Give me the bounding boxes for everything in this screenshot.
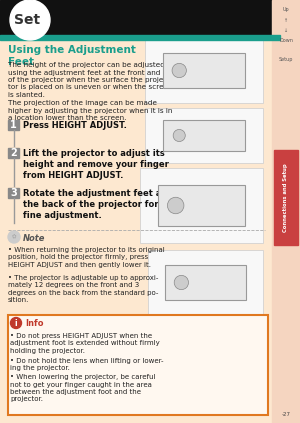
Text: Down: Down (279, 38, 293, 42)
Text: Lift the projector to adjust its
height and remove your finger
from HEIGHT ADJUS: Lift the projector to adjust its height … (23, 149, 169, 180)
Text: Using the Adjustment
Feet: Using the Adjustment Feet (8, 45, 136, 66)
Bar (8, 148, 19, 158)
Text: • Do not hold the lens when lifting or lower-
ing the projector.: • Do not hold the lens when lifting or l… (10, 357, 164, 371)
Bar (274, 150, 298, 245)
Text: • Do not press HEIGHT ADJUST when the
adjustment foot is extended without firmly: • Do not press HEIGHT ADJUST when the ad… (10, 333, 160, 354)
Text: Rotate the adjustment feet at
the back of the projector for
fine adjustment.: Rotate the adjustment feet at the back o… (23, 189, 166, 220)
Bar (163, 52, 245, 88)
Circle shape (167, 197, 184, 214)
Circle shape (11, 318, 22, 329)
Text: i: i (15, 319, 17, 327)
Text: 2: 2 (10, 148, 17, 158)
Circle shape (174, 275, 188, 290)
Bar (165, 265, 246, 300)
Circle shape (173, 129, 185, 142)
Text: ↑: ↑ (284, 17, 288, 22)
Bar (148, 250, 263, 315)
Text: Connections and Setup: Connections and Setup (284, 163, 289, 232)
Text: Up: Up (283, 8, 289, 13)
FancyBboxPatch shape (8, 315, 268, 415)
Circle shape (172, 63, 186, 78)
Circle shape (8, 231, 20, 243)
Text: 1: 1 (10, 120, 17, 130)
Bar (140, 168, 263, 243)
Text: ✿: ✿ (12, 234, 16, 239)
Bar (0, 35, 280, 40)
Text: The height of the projector can be adjusted
using the adjustment feet at the fro: The height of the projector can be adjus… (8, 62, 180, 98)
Text: • The projector is adjustable up to approxi-
mately 12 degrees on the front and : • The projector is adjustable up to appr… (8, 275, 158, 303)
Text: The projection of the image can be made
higher by adjusting the projector when i: The projection of the image can be made … (8, 100, 172, 121)
Text: • When returning the projector to its original
position, hold the projector firm: • When returning the projector to its or… (8, 247, 165, 268)
Bar (272, 0, 300, 423)
Text: Set: Set (14, 13, 40, 27)
Text: -27: -27 (281, 412, 290, 418)
Bar (145, 108, 263, 163)
Bar (8, 188, 19, 198)
Bar (8, 120, 19, 130)
Text: Note: Note (23, 234, 45, 243)
Bar (158, 185, 244, 226)
Bar (0, 0, 300, 35)
Bar (163, 121, 245, 151)
Bar (145, 38, 263, 103)
Text: Info: Info (25, 319, 44, 328)
Text: • When lowering the projector, be careful
not to get your finger caught in the a: • When lowering the projector, be carefu… (10, 374, 155, 402)
Circle shape (10, 0, 50, 40)
Text: ↓: ↓ (284, 27, 288, 33)
Text: 3: 3 (10, 188, 17, 198)
Text: Press HEIGHT ADJUST.: Press HEIGHT ADJUST. (23, 121, 127, 130)
Text: Setup: Setup (279, 58, 293, 63)
